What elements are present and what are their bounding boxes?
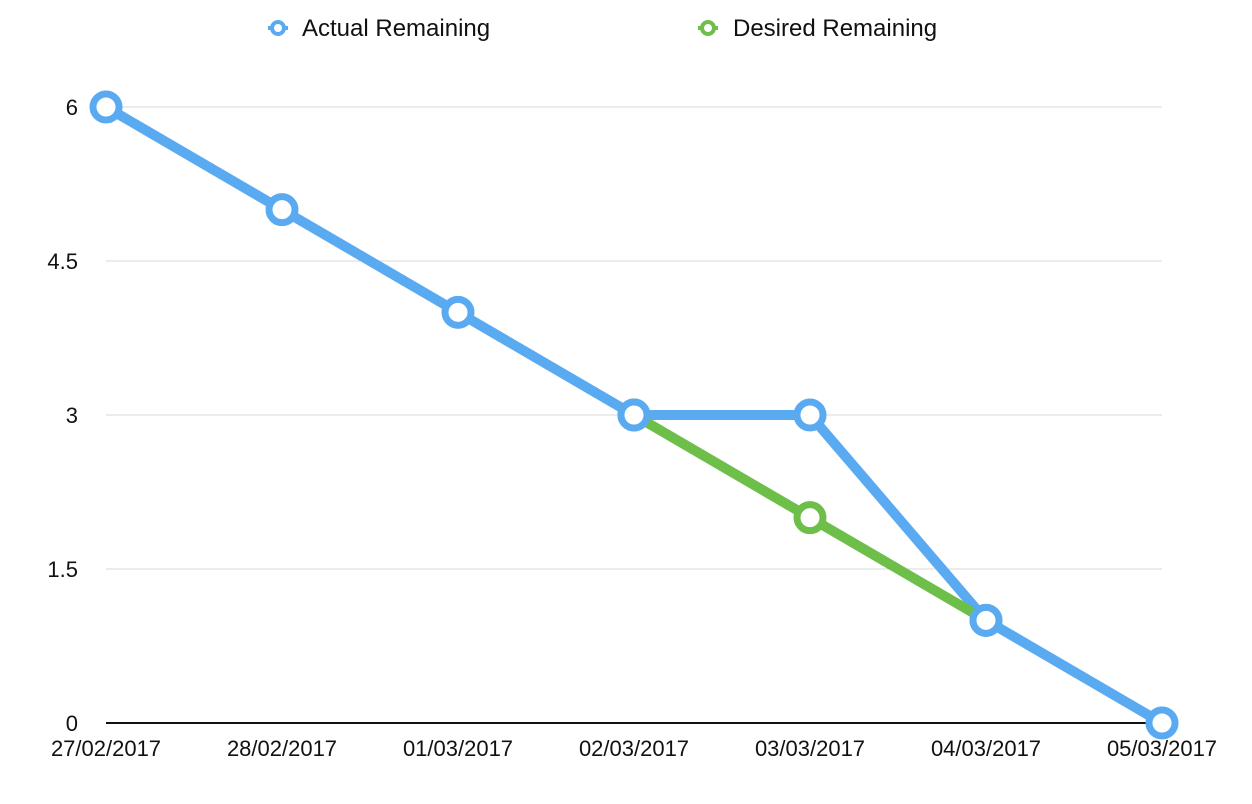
data-point-desired-remaining[interactable] xyxy=(793,501,827,535)
y-axis-tick-labels: 0 1.5 3 4.5 6 xyxy=(47,95,78,736)
legend-swatch-actual-remaining-marker xyxy=(270,20,286,36)
data-point-actual-remaining[interactable] xyxy=(793,398,827,432)
x-tick-label: 04/03/2017 xyxy=(931,736,1041,761)
data-point-actual-remaining[interactable] xyxy=(265,193,299,227)
data-point-actual-remaining[interactable] xyxy=(89,90,123,124)
x-tick-label: 27/02/2017 xyxy=(51,736,161,761)
data-point-actual-remaining[interactable] xyxy=(441,295,475,329)
series-layer xyxy=(89,90,1179,740)
x-tick-label: 05/03/2017 xyxy=(1107,736,1217,761)
y-tick-label: 1.5 xyxy=(47,557,78,582)
x-tick-label: 03/03/2017 xyxy=(755,736,865,761)
x-tick-label: 01/03/2017 xyxy=(403,736,513,761)
x-tick-label: 28/02/2017 xyxy=(227,736,337,761)
y-tick-label: 4.5 xyxy=(47,249,78,274)
y-tick-label: 0 xyxy=(66,711,78,736)
y-tick-label: 3 xyxy=(66,403,78,428)
x-tick-label: 02/03/2017 xyxy=(579,736,689,761)
legend-label-actual-remaining: Actual Remaining xyxy=(302,15,490,42)
data-point-actual-remaining[interactable] xyxy=(969,603,1003,637)
gridlines xyxy=(106,106,1162,570)
legend-swatch-desired-remaining-marker xyxy=(700,20,716,36)
legend-item-actual-remaining[interactable]: Actual Remaining xyxy=(268,15,490,42)
y-tick-label: 6 xyxy=(66,95,78,120)
x-axis-tick-labels: 27/02/2017 28/02/2017 01/03/2017 02/03/2017… xyxy=(51,736,1217,761)
legend-item-desired-remaining[interactable]: Desired Remaining xyxy=(698,15,937,42)
data-point-actual-remaining[interactable] xyxy=(1145,706,1179,740)
legend-label-desired-remaining: Desired Remaining xyxy=(733,15,937,42)
data-point-actual-remaining[interactable] xyxy=(617,398,651,432)
chart-legend: Actual Remaining Desired Remaining xyxy=(268,15,937,42)
